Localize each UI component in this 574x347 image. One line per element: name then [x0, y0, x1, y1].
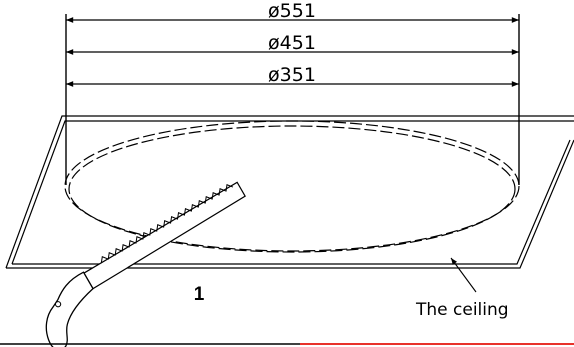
- step-number-label: 1: [194, 284, 205, 305]
- dimension-label-551: ø551: [268, 0, 316, 22]
- hand-saw-icon: [45, 181, 246, 347]
- ceiling-panel: [5, 115, 574, 269]
- cutout-circle-outline: [64, 120, 520, 253]
- dimension-label-351: ø351: [268, 64, 316, 86]
- ceiling-callout-label: The ceiling: [415, 300, 509, 320]
- dimension-label-451: ø451: [268, 32, 316, 54]
- callout-leader: [450, 257, 477, 293]
